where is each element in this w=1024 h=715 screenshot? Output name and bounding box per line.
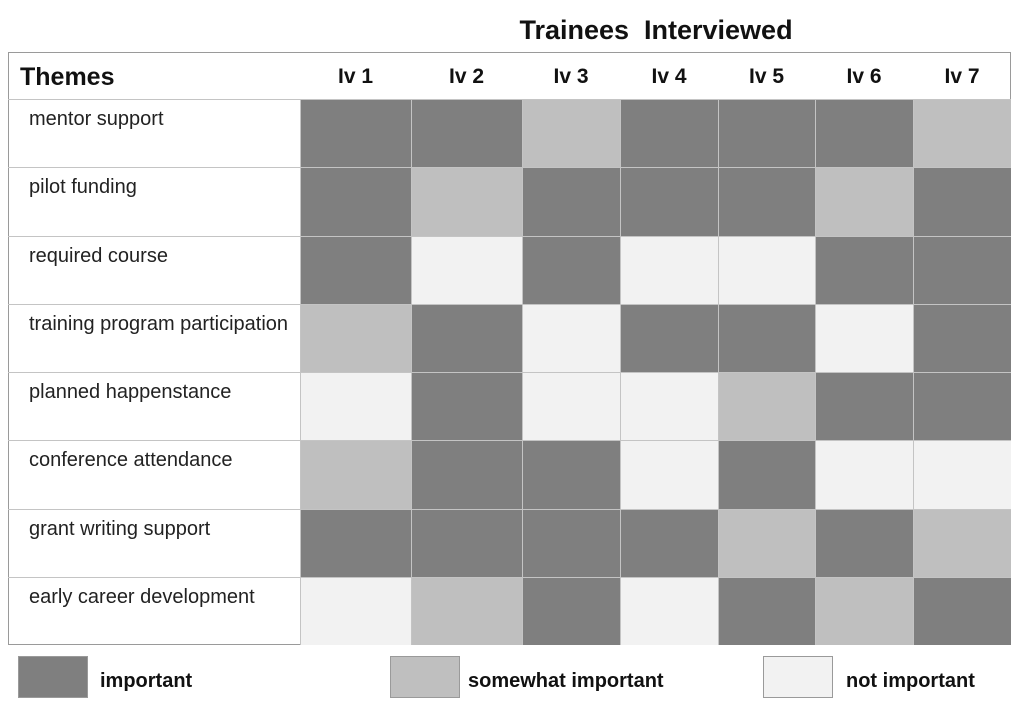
theme-label: mentor support [29,108,164,130]
chart-title: Trainees Interviewed [519,15,793,45]
column-header: Iv 5 [748,65,785,88]
heatmap-cell [914,305,1011,372]
heatmap-cell [914,510,1011,577]
grid-line-horizontal [8,304,1011,305]
column-header: Iv 2 [448,65,485,88]
heatmap-cell [914,100,1011,167]
heatmap-cell [523,168,620,236]
grid-line-horizontal [8,509,1011,510]
grid-line-vertical [718,99,719,645]
heatmap-cell [301,578,411,645]
grid-line-horizontal [8,99,1011,100]
heatmap-cell [301,237,411,304]
heatmap-cell [816,373,913,440]
heatmap-cell [816,510,913,577]
heatmap-cell [412,510,522,577]
legend-label-important: important [100,670,193,692]
heatmap-cell [914,373,1011,440]
heatmap-cell [719,100,815,167]
heatmap-cell [301,305,411,372]
heatmap-cell [621,373,718,440]
grid-line-vertical [411,99,412,645]
theme-label: required course [29,245,168,267]
heatmap-cell [523,100,620,167]
heatmap-cell [523,237,620,304]
heatmap-cell [412,100,522,167]
heatmap-cell [914,441,1011,509]
heatmap-cell [621,237,718,304]
heatmap-cell [914,237,1011,304]
heatmap-cell [301,441,411,509]
heatmap-cell [621,578,718,645]
theme-label: pilot funding [29,176,137,198]
grid-line-horizontal [8,236,1011,237]
heatmap-cell [719,305,815,372]
column-header: Iv 4 [651,65,687,88]
heatmap-cell [816,441,913,509]
heatmap-cell [621,441,718,509]
heatmap-cell [816,100,913,167]
legend-swatch-somewhat [390,656,460,698]
heatmap-cell [621,305,718,372]
column-header: Iv 6 [846,65,882,88]
heatmap-cell [816,237,913,304]
heatmap-cell [914,168,1011,236]
heatmap-cell [914,578,1011,645]
heatmap-cell [301,373,411,440]
legend-swatch-important [18,656,88,698]
heatmap-cell [412,373,522,440]
column-header: Iv 1 [337,65,374,88]
legend-label-somewhat: somewhat important [468,670,664,692]
grid-line-vertical [620,99,621,645]
heatmap-cell [412,305,522,372]
heatmap-cell [621,168,718,236]
heatmap-cell [621,100,718,167]
theme-label: planned happenstance [29,381,232,403]
heatmap-cell [816,168,913,236]
heatmap-cell [523,510,620,577]
heatmap-cell [412,168,522,236]
grid-line-vertical [300,99,301,645]
legend-swatch-not [763,656,833,698]
grid-line-horizontal [8,167,1011,168]
grid-line-vertical [815,99,816,645]
heatmap-cell [301,168,411,236]
heatmap-cell [523,305,620,372]
heatmap-cell [412,237,522,304]
grid-line-vertical [913,99,914,645]
theme-label: conference attendance [29,449,233,471]
heatmap-cell [719,237,815,304]
themes-header: Themes [20,63,115,91]
heatmap-cell [816,305,913,372]
heatmap-cell [301,510,411,577]
theme-label: early career development [29,586,255,608]
heatmap-cell [719,373,815,440]
grid-line-horizontal [8,577,1011,578]
grid-line-horizontal [8,372,1011,373]
legend-label-not: not important [846,670,975,692]
column-header: Iv 7 [944,65,980,88]
heatmap-cell [412,441,522,509]
grid-line-vertical [522,99,523,645]
heatmap-cell [719,441,815,509]
heatmap-cell [719,578,815,645]
heatmap-cell [719,168,815,236]
heatmap-cell [719,510,815,577]
heatmap-cell [621,510,718,577]
grid-line-horizontal [8,440,1011,441]
heatmap-cell [301,100,411,167]
column-header: Iv 3 [553,65,589,88]
heatmap-cell [816,578,913,645]
heatmap-cell [412,578,522,645]
heatmap-cell [523,441,620,509]
heatmap-cell [523,578,620,645]
theme-label: grant writing support [29,518,211,540]
theme-label: training program participation [29,313,289,335]
heatmap-cell [523,373,620,440]
